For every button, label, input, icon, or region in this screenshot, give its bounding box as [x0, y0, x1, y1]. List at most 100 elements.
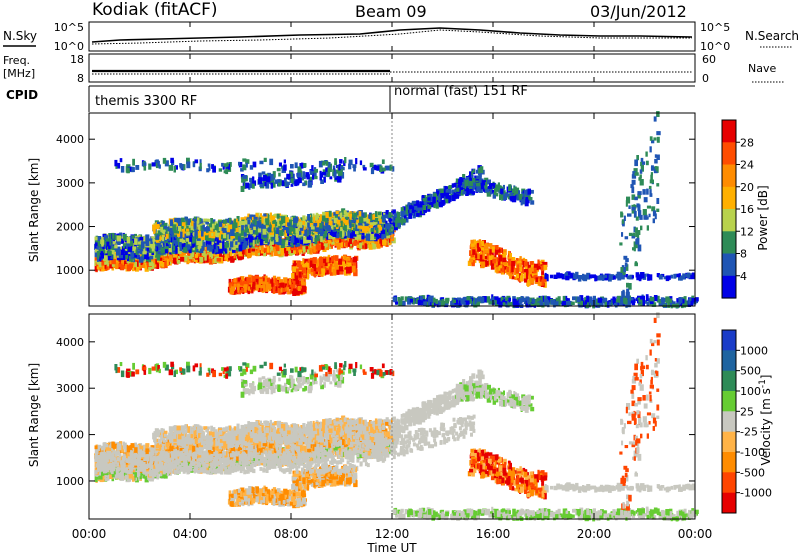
power-cell [219, 242, 223, 249]
power-cell [201, 250, 206, 256]
power-cell [230, 229, 235, 236]
power-cell [104, 266, 109, 271]
power-cell [343, 255, 347, 261]
power-cell [192, 237, 196, 243]
power-cell [109, 262, 113, 269]
power-cell [229, 289, 234, 295]
power-cell [140, 241, 145, 249]
power-cell [295, 217, 299, 222]
power-cell [241, 247, 245, 255]
power-cell [137, 250, 142, 254]
power-cell [142, 251, 147, 255]
power-cell [313, 222, 318, 227]
power-cell [216, 254, 220, 259]
power-cell [122, 243, 127, 247]
power-cell [300, 246, 305, 251]
power-cell [132, 265, 135, 272]
power-cell [334, 242, 338, 247]
freq-label: Freq. [3, 54, 30, 67]
power-cell [326, 270, 329, 275]
power-cell [219, 251, 223, 259]
power-cell [218, 248, 223, 254]
power-cell [175, 239, 178, 246]
power-cell [316, 235, 320, 242]
power-cell [345, 216, 349, 220]
power-cell [265, 219, 270, 226]
power-cell [313, 247, 316, 253]
power-cell [148, 261, 154, 267]
power-cell [348, 213, 352, 217]
power-cell [347, 262, 352, 267]
power-cell [288, 251, 293, 256]
power-cell [205, 255, 209, 263]
power-cell [114, 263, 118, 269]
power-cell [286, 227, 290, 234]
power-cell [94, 236, 98, 241]
power-cell [328, 240, 332, 244]
power-cell [218, 234, 221, 241]
power-cell [307, 239, 312, 244]
power-cell [111, 259, 116, 265]
freq-tick-top: 18 [70, 53, 84, 66]
power-cell [324, 217, 328, 223]
power-cell [198, 253, 201, 257]
power-cell [259, 238, 263, 246]
power-cell [376, 243, 381, 249]
power-cell [307, 245, 310, 249]
power-cell [209, 250, 212, 257]
power-cell [263, 225, 267, 230]
power-cell [238, 226, 241, 234]
power-cell [160, 258, 163, 265]
power-cell [302, 246, 306, 253]
power-cell [127, 246, 132, 253]
power-cell [218, 222, 223, 227]
power-cell [274, 249, 278, 256]
power-cell [359, 235, 363, 240]
power-cell [178, 256, 181, 261]
power-cell [203, 218, 208, 222]
power-cell [260, 288, 263, 292]
power-cell [306, 272, 310, 280]
power-cell [374, 211, 378, 217]
cpid-panel: CPID themis 3300 RF normal (fast) 151 RF [6, 84, 695, 112]
power-cell [292, 245, 295, 250]
power-cell [266, 246, 270, 253]
power-cell [292, 288, 297, 293]
power-cell [194, 254, 199, 258]
power-cell [310, 240, 315, 247]
power-cell [383, 222, 388, 230]
power-cell [287, 222, 291, 227]
power-cell [148, 265, 152, 271]
power-cell [350, 233, 354, 239]
power-cell [304, 229, 308, 236]
power-cell [221, 241, 225, 249]
power-cell [385, 238, 389, 242]
power-cell [304, 248, 308, 253]
cpid-mode-1: themis 3300 RF [95, 94, 197, 109]
power-cell [361, 235, 365, 240]
power-cell [261, 244, 264, 251]
power-cell [272, 287, 276, 294]
power-cell [264, 280, 267, 284]
power-cell [370, 228, 375, 232]
power-cell [285, 239, 289, 245]
power-cell [388, 212, 391, 218]
power-cell [208, 223, 213, 228]
power-cell [282, 288, 286, 292]
power-cell [269, 245, 273, 253]
power-cell [372, 214, 375, 220]
noise-tick-left-top: 10^5 [54, 21, 84, 34]
nsearch-label: N.Search [745, 29, 799, 43]
power-cell [298, 271, 302, 278]
power-cell [297, 285, 301, 291]
power-cell [101, 261, 105, 266]
power-cell [364, 226, 369, 232]
power-cell [102, 263, 107, 269]
power-cell [167, 226, 170, 232]
power-cell [368, 242, 371, 247]
power-cell [257, 248, 260, 253]
power-cell [165, 233, 169, 239]
power-cell [361, 238, 364, 242]
power-cell [339, 212, 343, 219]
power-cell [304, 262, 309, 267]
